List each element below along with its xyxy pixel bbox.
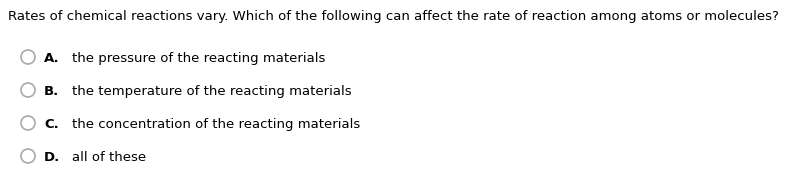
- Text: C.: C.: [44, 118, 58, 131]
- Text: the temperature of the reacting materials: the temperature of the reacting material…: [72, 85, 352, 98]
- Text: all of these: all of these: [72, 151, 146, 164]
- Text: A.: A.: [44, 52, 60, 65]
- Text: the concentration of the reacting materials: the concentration of the reacting materi…: [72, 118, 360, 131]
- Text: the pressure of the reacting materials: the pressure of the reacting materials: [72, 52, 326, 65]
- Text: D.: D.: [44, 151, 60, 164]
- Text: Rates of chemical reactions vary. Which of the following can affect the rate of : Rates of chemical reactions vary. Which …: [8, 10, 779, 23]
- Text: B.: B.: [44, 85, 59, 98]
